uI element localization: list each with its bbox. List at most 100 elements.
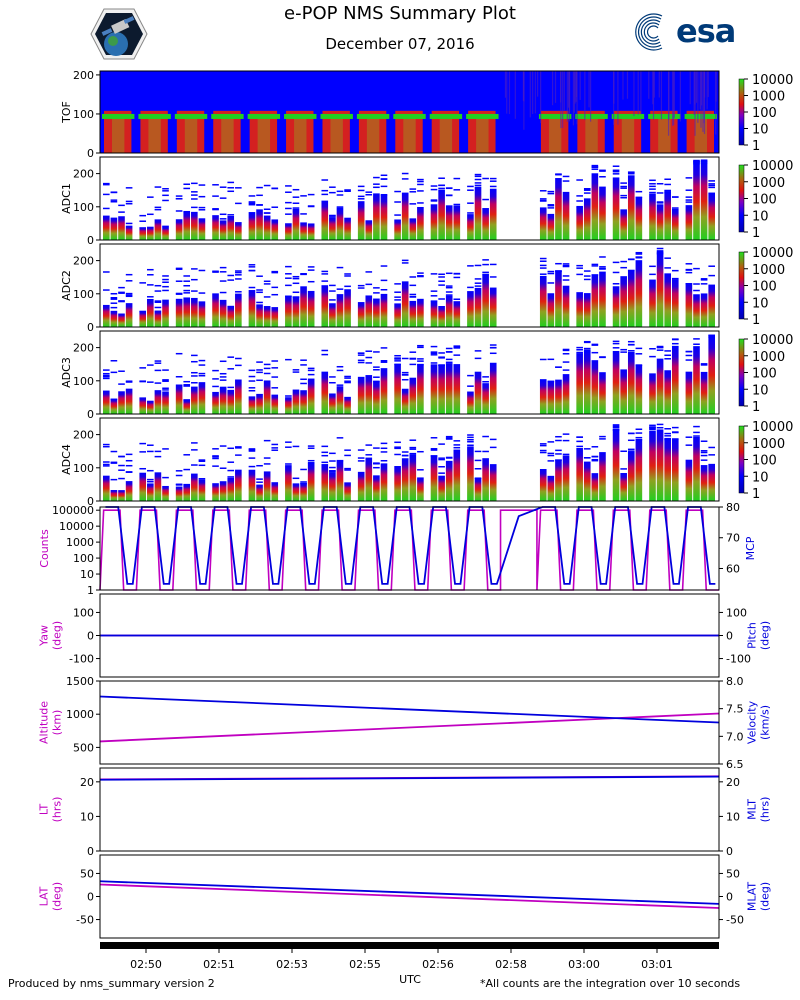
spectrogram-column (635, 260, 643, 327)
spectrogram-column (430, 204, 438, 240)
y-tick-label-right: 10 (726, 810, 740, 823)
spectrogram-tick (154, 362, 162, 364)
spectrogram-column (110, 490, 118, 501)
spectrogram-tick (321, 270, 329, 273)
spectrogram-tick (154, 208, 162, 211)
spectrogram-tick (235, 271, 242, 274)
spectrogram-tick (125, 453, 133, 456)
tof-noise (626, 71, 629, 99)
ylabel-adc4: ADC4 (60, 444, 73, 475)
spectrogram-tick (409, 284, 417, 287)
spectrogram-tick (394, 201, 401, 203)
spectrogram-tick (664, 350, 671, 352)
x-tick-label: 02:50 (130, 958, 162, 971)
tof-green-band (102, 113, 135, 119)
spectrogram-tick (183, 183, 191, 185)
spectrogram-tick (649, 427, 656, 430)
spectrogram-tick (539, 264, 547, 267)
spectrogram-column (671, 346, 679, 414)
spectrogram-tick (627, 439, 635, 442)
spectrogram-tick (373, 447, 380, 449)
tof-noise (588, 71, 590, 108)
spectrogram-column (474, 371, 482, 414)
spectrogram-tick (453, 189, 461, 191)
spectrogram-tick (591, 455, 599, 458)
spectrogram-column (489, 362, 497, 414)
spectrogram-tick (700, 283, 708, 285)
spectrogram-tick (430, 352, 438, 355)
spectrogram-tick (357, 352, 365, 354)
tof-core (548, 113, 562, 153)
spectrogram-tick (300, 213, 307, 215)
spectrogram-tick (292, 369, 300, 371)
spectrogram-tick (417, 346, 424, 349)
tof-noise (584, 71, 586, 121)
colorbar-tick-label: 10 (752, 209, 769, 224)
spectrogram-tick (708, 334, 715, 337)
y-tick-label: 100 (73, 552, 94, 565)
spectrogram-tick (263, 439, 271, 442)
spectrogram-tick (693, 159, 700, 162)
spectrogram-tick (118, 383, 125, 385)
spectrogram-tick (147, 284, 154, 286)
spectrogram-tick (125, 222, 133, 225)
spectrogram-tick (198, 269, 206, 272)
colorbar (738, 251, 745, 320)
spectrogram-tick (417, 344, 424, 347)
spectrogram-column (467, 291, 474, 327)
spectrogram-tick (620, 266, 627, 269)
spectrogram-tick (292, 477, 300, 480)
spectrogram-tick (248, 449, 256, 451)
spectrogram-tick (139, 442, 147, 445)
spectrogram-tick (365, 362, 373, 364)
spectrogram-column (591, 360, 599, 414)
spectrogram-tick (125, 292, 133, 295)
spectrogram-tick (562, 453, 570, 456)
colorbar-tick-label: 10000 (752, 333, 793, 348)
ylabel-adc3-line: ADC3 (60, 357, 73, 388)
spectrogram-tick (103, 463, 110, 466)
spectrogram-tick (635, 251, 643, 254)
spectrogram-tick (147, 268, 154, 271)
spectrogram-tick (212, 378, 219, 380)
spectrogram-tick (183, 187, 191, 190)
spectrogram-tick (256, 371, 263, 374)
spectrogram-column (649, 430, 656, 501)
spectrogram-tick (154, 206, 162, 209)
spectrogram-tick (380, 178, 388, 180)
spectrogram-column (394, 466, 401, 501)
spectrogram-tick (285, 284, 292, 287)
spectrogram-column (147, 400, 154, 414)
panel-frame (99, 243, 720, 328)
spectrogram-tick (103, 375, 110, 378)
spectrogram-tick (562, 264, 570, 267)
spectrogram-tick (693, 289, 700, 292)
spectrogram-tick (489, 352, 497, 355)
spectrogram-tick (394, 360, 401, 362)
spectrogram-tick (576, 267, 583, 269)
spectrogram-tick (175, 375, 183, 378)
panel-frame (99, 767, 720, 852)
spectrogram-tick (162, 476, 169, 479)
spectrogram-column (103, 215, 110, 240)
spectrogram-tick (235, 364, 242, 367)
spectrogram-tick (467, 436, 474, 439)
tof-green-band (538, 113, 572, 119)
spectrogram-column (344, 482, 351, 501)
tof-noise (700, 71, 703, 106)
spectrogram-tick (380, 451, 388, 453)
tof-noise (508, 71, 511, 115)
spectrogram-tick (300, 195, 307, 197)
spectrogram-tick (175, 470, 183, 472)
y-tick-label: 100 (73, 201, 94, 214)
spectrogram-tick (649, 428, 656, 431)
spectrogram-tick (380, 193, 388, 196)
colorbar-tick-label: 10000 (752, 159, 793, 174)
spectrogram-column (708, 193, 715, 240)
spectrogram-tick (555, 435, 562, 438)
spectrogram-column (285, 295, 292, 327)
spectrogram-tick (649, 265, 656, 268)
colorbar-tick-label: 1000 (752, 350, 785, 365)
spectrogram-column (635, 439, 643, 501)
spectrogram-tick (664, 257, 671, 259)
